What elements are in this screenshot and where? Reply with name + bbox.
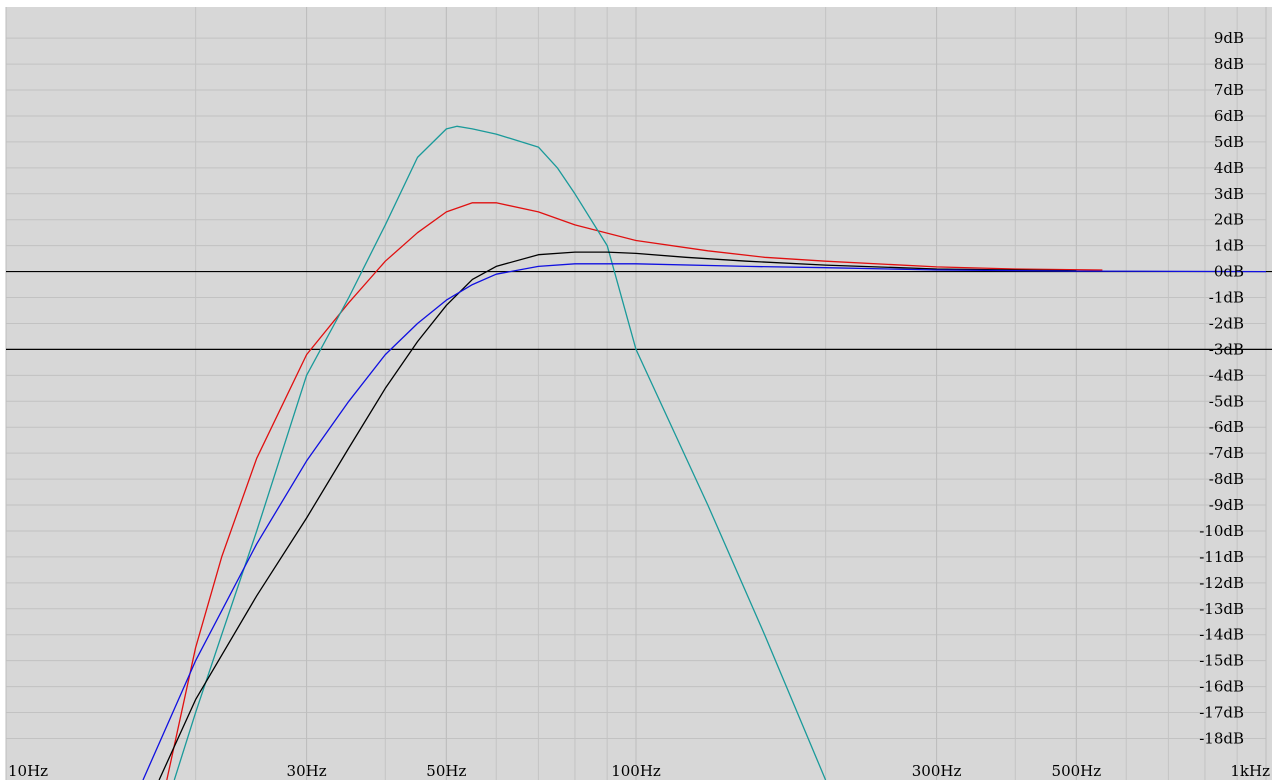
x-tick-label: 10Hz: [8, 762, 48, 780]
y-tick-label: -12dB: [1199, 574, 1244, 592]
y-tick-label: -2dB: [1209, 314, 1244, 332]
x-tick-label: 100Hz: [611, 762, 661, 780]
y-tick-label: -15dB: [1199, 652, 1244, 670]
y-tick-label: 7dB: [1214, 81, 1244, 99]
y-tick-label: -7dB: [1209, 444, 1244, 462]
y-tick-label: -10dB: [1199, 522, 1244, 540]
x-tick-label: 1kHz: [1230, 762, 1270, 780]
y-tick-label: 2dB: [1214, 211, 1244, 229]
y-tick-label: 8dB: [1214, 55, 1244, 73]
y-tick-label: -8dB: [1209, 470, 1244, 488]
x-tick-label: 500Hz: [1052, 762, 1102, 780]
x-axis-labels: 10Hz 30Hz 50Hz 100Hz 300Hz 500Hz 1kHz: [8, 762, 1270, 780]
plot-area: [6, 7, 1272, 780]
x-tick-label: 30Hz: [287, 762, 327, 780]
y-tick-label: -4dB: [1209, 366, 1244, 384]
y-tick-label: 5dB: [1214, 133, 1244, 151]
series-line-4: [142, 263, 1267, 780]
y-axis-labels: 9dB 8dB 7dB 6dB 5dB 4dB 3dB 2dB 1dB 0dB -1dB -2dB -3…: [1199, 29, 1244, 747]
y-tick-label: -18dB: [1199, 729, 1244, 747]
y-tick-label: -5dB: [1209, 392, 1244, 410]
series-line-2: [173, 125, 827, 780]
y-tick-label: -14dB: [1199, 626, 1244, 644]
series-line-3: [158, 251, 1077, 780]
y-tick-label: 1dB: [1214, 237, 1244, 255]
y-tick-label: -17dB: [1199, 704, 1244, 722]
y-tick-label: 9dB: [1214, 29, 1244, 47]
y-tick-label: 4dB: [1214, 159, 1244, 177]
y-tick-label: 3dB: [1214, 185, 1244, 203]
y-tick-label: -9dB: [1209, 496, 1244, 514]
series-lines: [142, 125, 1267, 780]
y-tick-label: -16dB: [1199, 678, 1244, 696]
x-tick-label: 50Hz: [426, 762, 466, 780]
x-tick-label: 300Hz: [912, 762, 962, 780]
y-tick-label: 6dB: [1214, 107, 1244, 125]
y-tick-label: 0dB: [1214, 263, 1244, 281]
y-tick-label: -11dB: [1199, 548, 1244, 566]
y-tick-label: -1dB: [1209, 289, 1244, 307]
series-line-1: [166, 202, 1103, 780]
y-tick-label: -13dB: [1199, 600, 1244, 618]
y-tick-label: -6dB: [1209, 418, 1244, 436]
y-tick-label: -3dB: [1209, 340, 1244, 358]
